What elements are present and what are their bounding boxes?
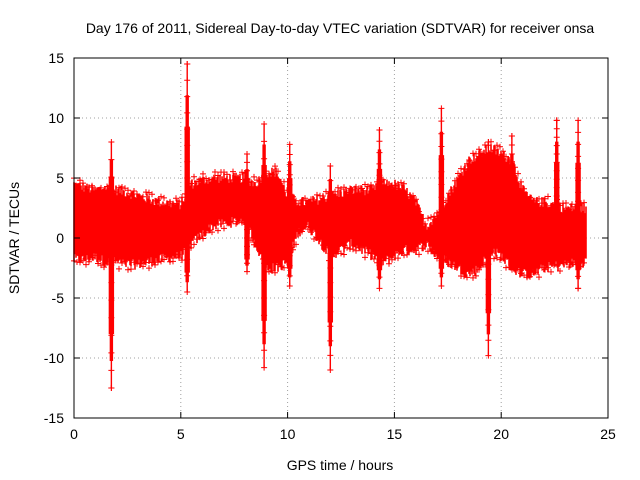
outlier-point xyxy=(108,385,115,391)
spike-markers xyxy=(553,117,560,241)
outlier-point xyxy=(466,157,473,163)
outlier-point xyxy=(485,139,492,145)
y-tick-label: -15 xyxy=(44,410,64,426)
spike-markers xyxy=(508,133,515,265)
y-tick-label: 0 xyxy=(56,230,64,246)
x-tick-label: 15 xyxy=(387,426,403,442)
axis-ticks: 0 5 10 15 20 25 -15 -10 -5 0 5 10 15 xyxy=(44,50,616,442)
spike-markers xyxy=(286,141,293,289)
x-tick-label: 5 xyxy=(177,426,185,442)
outlier-point xyxy=(508,133,515,139)
x-tick-label: 25 xyxy=(600,426,616,442)
spike xyxy=(261,121,268,371)
outlier-point xyxy=(376,127,383,133)
y-tick-label: -10 xyxy=(44,350,64,366)
spike xyxy=(485,139,492,359)
spike-markers xyxy=(261,121,268,371)
x-tick-label: 0 xyxy=(70,426,78,442)
spike-markers xyxy=(108,139,115,391)
spike xyxy=(438,105,445,289)
spike-markers xyxy=(327,163,334,373)
chart-title: Day 176 of 2011, Sidereal Day-to-day VTE… xyxy=(86,20,595,36)
plot-frame xyxy=(73,57,609,419)
spike xyxy=(244,151,251,275)
spike xyxy=(108,139,115,391)
spike xyxy=(286,141,293,289)
spike-markers xyxy=(485,139,492,359)
outlier-point xyxy=(553,117,560,124)
spike xyxy=(508,133,515,265)
spike-markers xyxy=(376,127,383,292)
x-tick-label: 20 xyxy=(493,426,509,442)
spike xyxy=(553,117,560,241)
spike xyxy=(376,127,383,292)
spike xyxy=(327,163,334,373)
y-tick-label: 5 xyxy=(56,170,64,186)
spike xyxy=(575,117,582,292)
y-tick-label: 15 xyxy=(48,50,64,66)
y-tick-label: 10 xyxy=(48,110,64,126)
y-axis-label: SDTVAR / TECUs xyxy=(6,182,22,294)
y-tick-label: -5 xyxy=(52,290,65,306)
spike-markers xyxy=(184,61,191,295)
x-axis-label: GPS time / hours xyxy=(287,457,394,473)
spike-markers xyxy=(244,151,251,275)
outlier-point xyxy=(575,285,582,292)
x-tick-label: 10 xyxy=(280,426,296,442)
spike-markers xyxy=(438,105,445,289)
spike xyxy=(184,61,191,295)
outlier-point xyxy=(184,61,191,67)
